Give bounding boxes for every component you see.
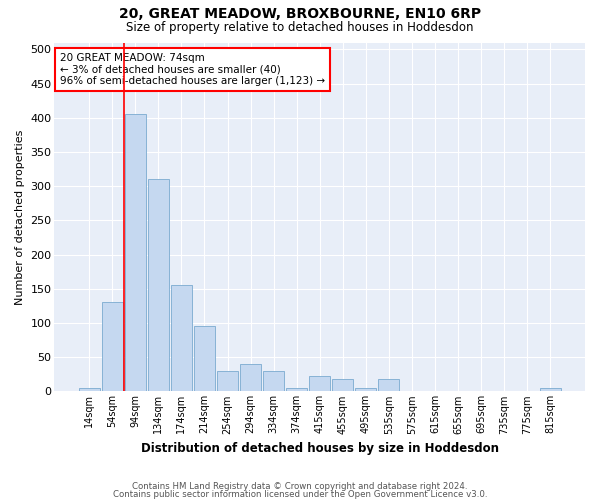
Text: Contains public sector information licensed under the Open Government Licence v3: Contains public sector information licen… — [113, 490, 487, 499]
Bar — [194, 326, 215, 392]
Text: Size of property relative to detached houses in Hoddesdon: Size of property relative to detached ho… — [126, 21, 474, 34]
Bar — [494, 390, 515, 392]
Bar — [401, 390, 422, 392]
X-axis label: Distribution of detached houses by size in Hoddesdon: Distribution of detached houses by size … — [141, 442, 499, 455]
Bar — [171, 286, 192, 392]
Bar — [101, 302, 123, 392]
Bar — [424, 390, 446, 392]
Bar — [148, 180, 169, 392]
Bar — [263, 371, 284, 392]
Text: Contains HM Land Registry data © Crown copyright and database right 2024.: Contains HM Land Registry data © Crown c… — [132, 482, 468, 491]
Bar — [470, 390, 492, 392]
Bar — [539, 388, 561, 392]
Bar — [125, 114, 146, 392]
Bar — [332, 379, 353, 392]
Bar — [517, 390, 538, 392]
Bar — [448, 390, 469, 392]
Bar — [79, 388, 100, 392]
Bar — [355, 388, 376, 392]
Bar — [286, 388, 307, 392]
Y-axis label: Number of detached properties: Number of detached properties — [15, 130, 25, 304]
Bar — [217, 371, 238, 392]
Text: 20, GREAT MEADOW, BROXBOURNE, EN10 6RP: 20, GREAT MEADOW, BROXBOURNE, EN10 6RP — [119, 8, 481, 22]
Text: 20 GREAT MEADOW: 74sqm
← 3% of detached houses are smaller (40)
96% of semi-deta: 20 GREAT MEADOW: 74sqm ← 3% of detached … — [60, 53, 325, 86]
Bar — [378, 379, 400, 392]
Bar — [240, 364, 261, 392]
Bar — [309, 376, 331, 392]
